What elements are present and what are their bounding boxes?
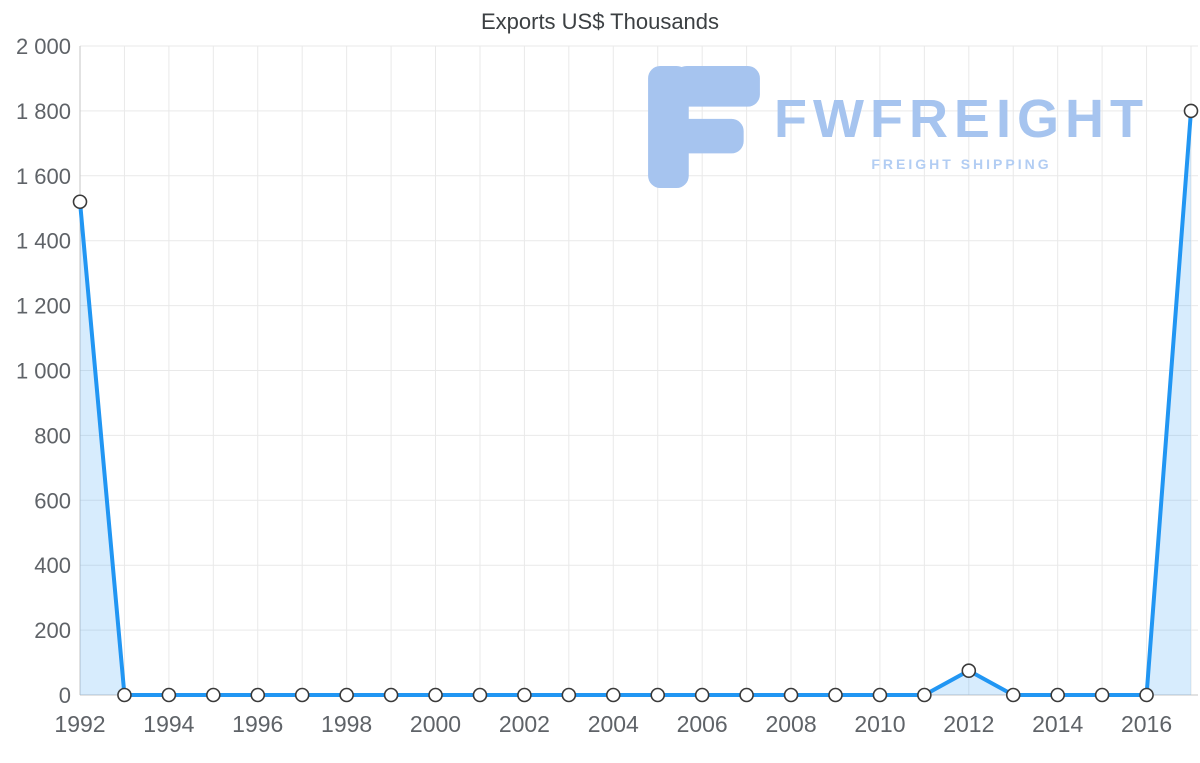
chart-title: Exports US$ Thousands [480, 9, 720, 34]
y-tick-label: 2 000 [16, 34, 71, 59]
data-point-1996[interactable] [250, 687, 266, 703]
x-tick-label: 1992 [54, 711, 105, 737]
data-point-2016[interactable] [1139, 687, 1154, 703]
data-point-1999[interactable] [383, 687, 399, 703]
data-point-2003[interactable] [561, 687, 577, 703]
x-tick-label: 2002 [499, 711, 550, 737]
data-point-1994[interactable] [161, 687, 177, 703]
y-tick-label: 200 [34, 618, 71, 643]
data-point-2012[interactable] [961, 663, 977, 678]
x-tick-label: 2014 [1032, 711, 1083, 737]
y-tick-label: 600 [34, 488, 71, 513]
data-line [78, 108, 1193, 697]
data-point-2001[interactable] [472, 687, 488, 703]
x-tick-label: 2012 [943, 711, 994, 737]
x-tick-label: 2010 [854, 711, 905, 737]
data-point-1997[interactable] [294, 687, 310, 703]
data-point-2000[interactable] [428, 687, 443, 703]
y-tick-label: 1 200 [16, 294, 71, 319]
y-tick-label: 0 [59, 683, 71, 708]
y-tick-label: 1 600 [16, 164, 71, 189]
data-point-2011[interactable] [917, 687, 932, 703]
data-point-1992[interactable] [72, 194, 88, 210]
x-tick-label: 2006 [677, 711, 728, 737]
y-tick-label: 800 [34, 423, 71, 448]
data-point-1998[interactable] [339, 687, 354, 703]
x-tick-label: 1994 [143, 711, 194, 737]
data-point-2004[interactable] [605, 687, 621, 703]
x-tick-label: 1996 [232, 711, 283, 737]
data-point-2008[interactable] [783, 687, 799, 703]
y-tick-label: 1 400 [16, 229, 71, 254]
data-point-2005[interactable] [650, 687, 666, 703]
y-tick-label: 400 [34, 553, 71, 578]
data-point-2017[interactable] [1183, 103, 1199, 119]
data-point-2015[interactable] [1094, 687, 1110, 703]
data-point-2009[interactable] [828, 687, 843, 703]
x-tick-label: 2016 [1121, 711, 1172, 737]
x-tick-label: 1998 [321, 711, 372, 737]
area-fill [80, 110, 1191, 695]
x-tick-label: 2004 [588, 711, 639, 737]
data-point-2010[interactable] [872, 687, 888, 703]
x-tick-label: 2008 [765, 711, 816, 737]
x-tick-label: 2000 [410, 711, 461, 737]
data-point-2013[interactable] [1005, 687, 1021, 703]
data-point-1995[interactable] [206, 687, 221, 703]
data-point-2007[interactable] [739, 687, 754, 703]
data-point-2006[interactable] [694, 687, 710, 703]
y-tick-label: 1 000 [16, 359, 71, 384]
data-point-2014[interactable] [1050, 687, 1065, 703]
data-point-1993[interactable] [117, 687, 132, 703]
y-tick-label: 1 800 [16, 99, 71, 124]
data-point-2002[interactable] [517, 687, 532, 703]
